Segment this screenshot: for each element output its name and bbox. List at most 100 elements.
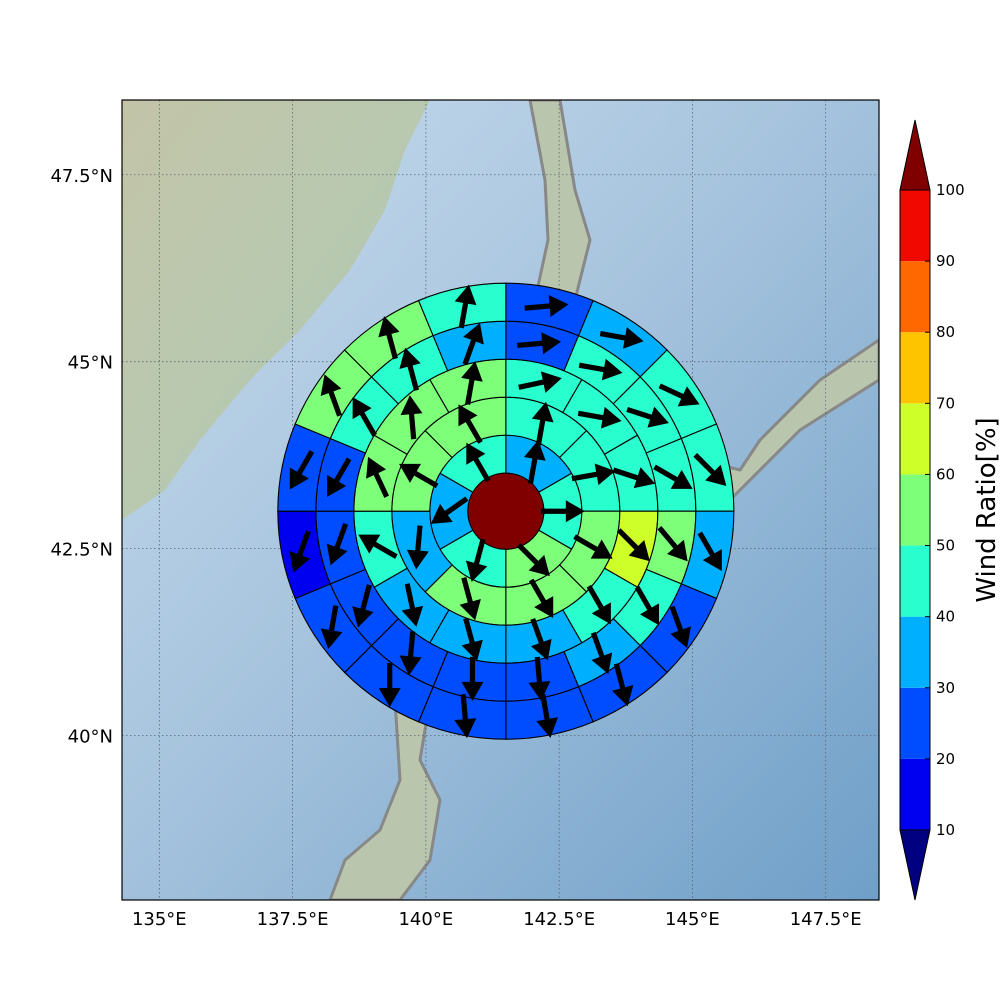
wind-arrow (573, 534, 613, 559)
wind-arrow-shape (524, 295, 569, 317)
wind-arrow-shape (466, 442, 491, 483)
wind-arrow-shape (577, 406, 622, 429)
colorbar-bin (900, 545, 930, 617)
wind-arrow (590, 631, 613, 675)
wind-arrow-shape (461, 361, 483, 405)
lat-tick-label: 45°N (68, 353, 113, 374)
wind-arrow (366, 456, 390, 498)
wind-arrow-shape (653, 464, 693, 489)
colorbar-tick-label: 80 (936, 323, 955, 341)
wind-arrow (465, 538, 488, 582)
colorbar-bin (900, 616, 930, 688)
wind-arrow (697, 531, 722, 572)
wind-arrow (586, 584, 611, 625)
wind-arrow-shape (697, 531, 722, 572)
colorbar-bin (900, 687, 930, 759)
wind-arrow (399, 463, 439, 489)
wind-arrow-shape (320, 374, 343, 417)
wind-arrow-shape (524, 440, 546, 484)
colorbar-tick-label: 40 (936, 608, 955, 626)
wind-arrow (352, 584, 374, 628)
wind-arrow (430, 496, 469, 524)
wind-arrow (462, 322, 484, 366)
wind-arrow (536, 694, 558, 738)
wind-arrow (528, 656, 551, 701)
wind-arrow (378, 662, 401, 707)
wind-arrow-shape (327, 457, 352, 497)
wind-arrow-shape (289, 530, 311, 573)
wind-arrow-shape (358, 534, 398, 559)
wind-arrow (454, 284, 477, 329)
wind-arrow (658, 383, 700, 407)
wind-arrow-shape (528, 656, 551, 701)
colorbar-bin (900, 261, 930, 333)
mainland-landmass (122, 100, 430, 520)
wind-arrow (400, 395, 423, 440)
colorbar-bin (900, 332, 930, 404)
wind-arrow (326, 523, 349, 566)
lon-tick-label: 145°E (665, 909, 720, 930)
wind-arrow (289, 530, 311, 573)
wind-arrow (612, 663, 634, 707)
wind-arrow (626, 406, 669, 428)
wind-arrow-shape (465, 538, 488, 582)
wind-arrow-shape (590, 631, 613, 675)
colorbar-bin (900, 403, 930, 475)
wind-arrow (399, 347, 421, 391)
lon-tick-label: 135°E (132, 909, 187, 930)
wind-arrow (669, 605, 691, 649)
wind-arrow (516, 543, 550, 577)
wind-arrow (657, 526, 688, 562)
wind-arrow (289, 450, 315, 490)
wind-arrow (616, 528, 650, 562)
colorbar-bin (900, 190, 930, 262)
colorbar-extend-max (899, 119, 931, 191)
wind-arrow-shape (399, 463, 439, 489)
wind-arrow (320, 605, 343, 649)
wind-arrow (517, 332, 562, 355)
wind-arrow (466, 442, 491, 483)
wind-arrow-shape (658, 383, 700, 407)
wind-arrow-shape (571, 463, 616, 486)
wind-arrow-shape (459, 577, 481, 621)
lon-tick-label: 142.5°E (523, 909, 595, 930)
lon-tick-label: 140°E (398, 909, 453, 930)
wind-arrow-shape (530, 618, 552, 661)
wind-arrow-shape (612, 663, 634, 707)
wind-arrow (634, 585, 660, 626)
colorbar-label: Wind Ratio[%] (972, 417, 1000, 602)
wind-arrow-shape (657, 526, 688, 562)
wind-arrow (693, 453, 727, 486)
wind-arrow-shape (289, 450, 315, 490)
wind-arrow-shape (458, 404, 483, 444)
wind-arrow (530, 618, 552, 661)
wind-arrow (378, 316, 400, 360)
polar-cells (277, 282, 735, 740)
map-frame (121, 99, 880, 901)
colorbar: 10 20 30 40 50 60 70 80 90 100 (899, 119, 965, 901)
wind-arrow-shape (378, 316, 400, 360)
colorbar-tick-label: 100 (936, 181, 965, 199)
wind-arrow-shape (399, 631, 422, 676)
wind-arrow-shape (669, 605, 691, 649)
wind-arrow-shape (518, 371, 562, 393)
wind-arrow-shape (400, 395, 423, 440)
lat-tick-label: 47.5°N (50, 166, 113, 187)
wind-arrow-shape (578, 358, 623, 381)
wind-arrow (653, 464, 693, 489)
wind-arrow-shape (634, 585, 660, 626)
wind-arrow-shape (430, 496, 469, 524)
wind-arrow (578, 358, 623, 381)
wind-arrow-shape (378, 662, 401, 707)
wind-arrow (518, 371, 562, 393)
wind-arrow-shape (320, 605, 343, 649)
lon-tick-label: 147.5°E (790, 909, 862, 930)
wind-arrow (401, 583, 424, 627)
wind-arrow (358, 534, 398, 559)
wind-arrow-shape (366, 456, 390, 498)
colorbar-tick-label: 30 (936, 679, 955, 697)
wind-arrow-shape (536, 694, 558, 738)
colorbar-extend-min (899, 829, 931, 901)
lat-tick-label: 40°N (68, 727, 113, 748)
wind-arrow (528, 578, 554, 619)
